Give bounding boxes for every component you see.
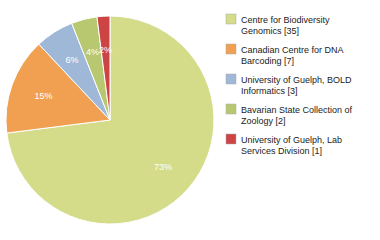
legend-item: University of Guelph, LabServices Divisi…: [226, 134, 342, 156]
legend-swatch: [226, 74, 236, 84]
legend-label: Bavarian State Collection ofZoology [2]: [241, 105, 353, 126]
data-label: 2%: [99, 45, 112, 55]
legend-label: Centre for BiodiversityGenomics [35]: [241, 15, 330, 36]
legend-item: University of Guelph, BOLDInformatics [3…: [226, 74, 352, 96]
pie-slice: [72, 17, 110, 120]
pie: [6, 16, 214, 224]
legend: Centre for BiodiversityGenomics [35] Cana…: [226, 14, 353, 156]
data-label: 4%: [86, 47, 99, 57]
legend-swatch: [226, 44, 236, 54]
legend-item: Bavarian State Collection ofZoology [2]: [226, 104, 353, 126]
legend-label: University of Guelph, LabServices Divisi…: [241, 135, 342, 156]
pie-slice: [7, 16, 214, 224]
legend-label: University of Guelph, BOLDInformatics [3…: [241, 75, 352, 96]
legend-swatch: [226, 14, 236, 24]
legend-item: Centre for BiodiversityGenomics [35]: [226, 14, 330, 36]
data-label: 73%: [154, 162, 172, 172]
legend-item: Canadian Centre for DNABarcoding [7]: [226, 44, 344, 66]
pie-slice: [97, 16, 110, 120]
data-label: 15%: [34, 91, 52, 101]
legend-label: Canadian Centre for DNABarcoding [7]: [241, 45, 344, 66]
data-label: 6%: [66, 55, 79, 65]
chart: 73% 15% 6% 4%2% Centre for BiodiversityGenom…: [0, 0, 380, 240]
data-labels: 73% 15% 6% 4%2%: [34, 45, 172, 172]
legend-swatch: [226, 104, 236, 114]
legend-swatch: [226, 134, 236, 144]
